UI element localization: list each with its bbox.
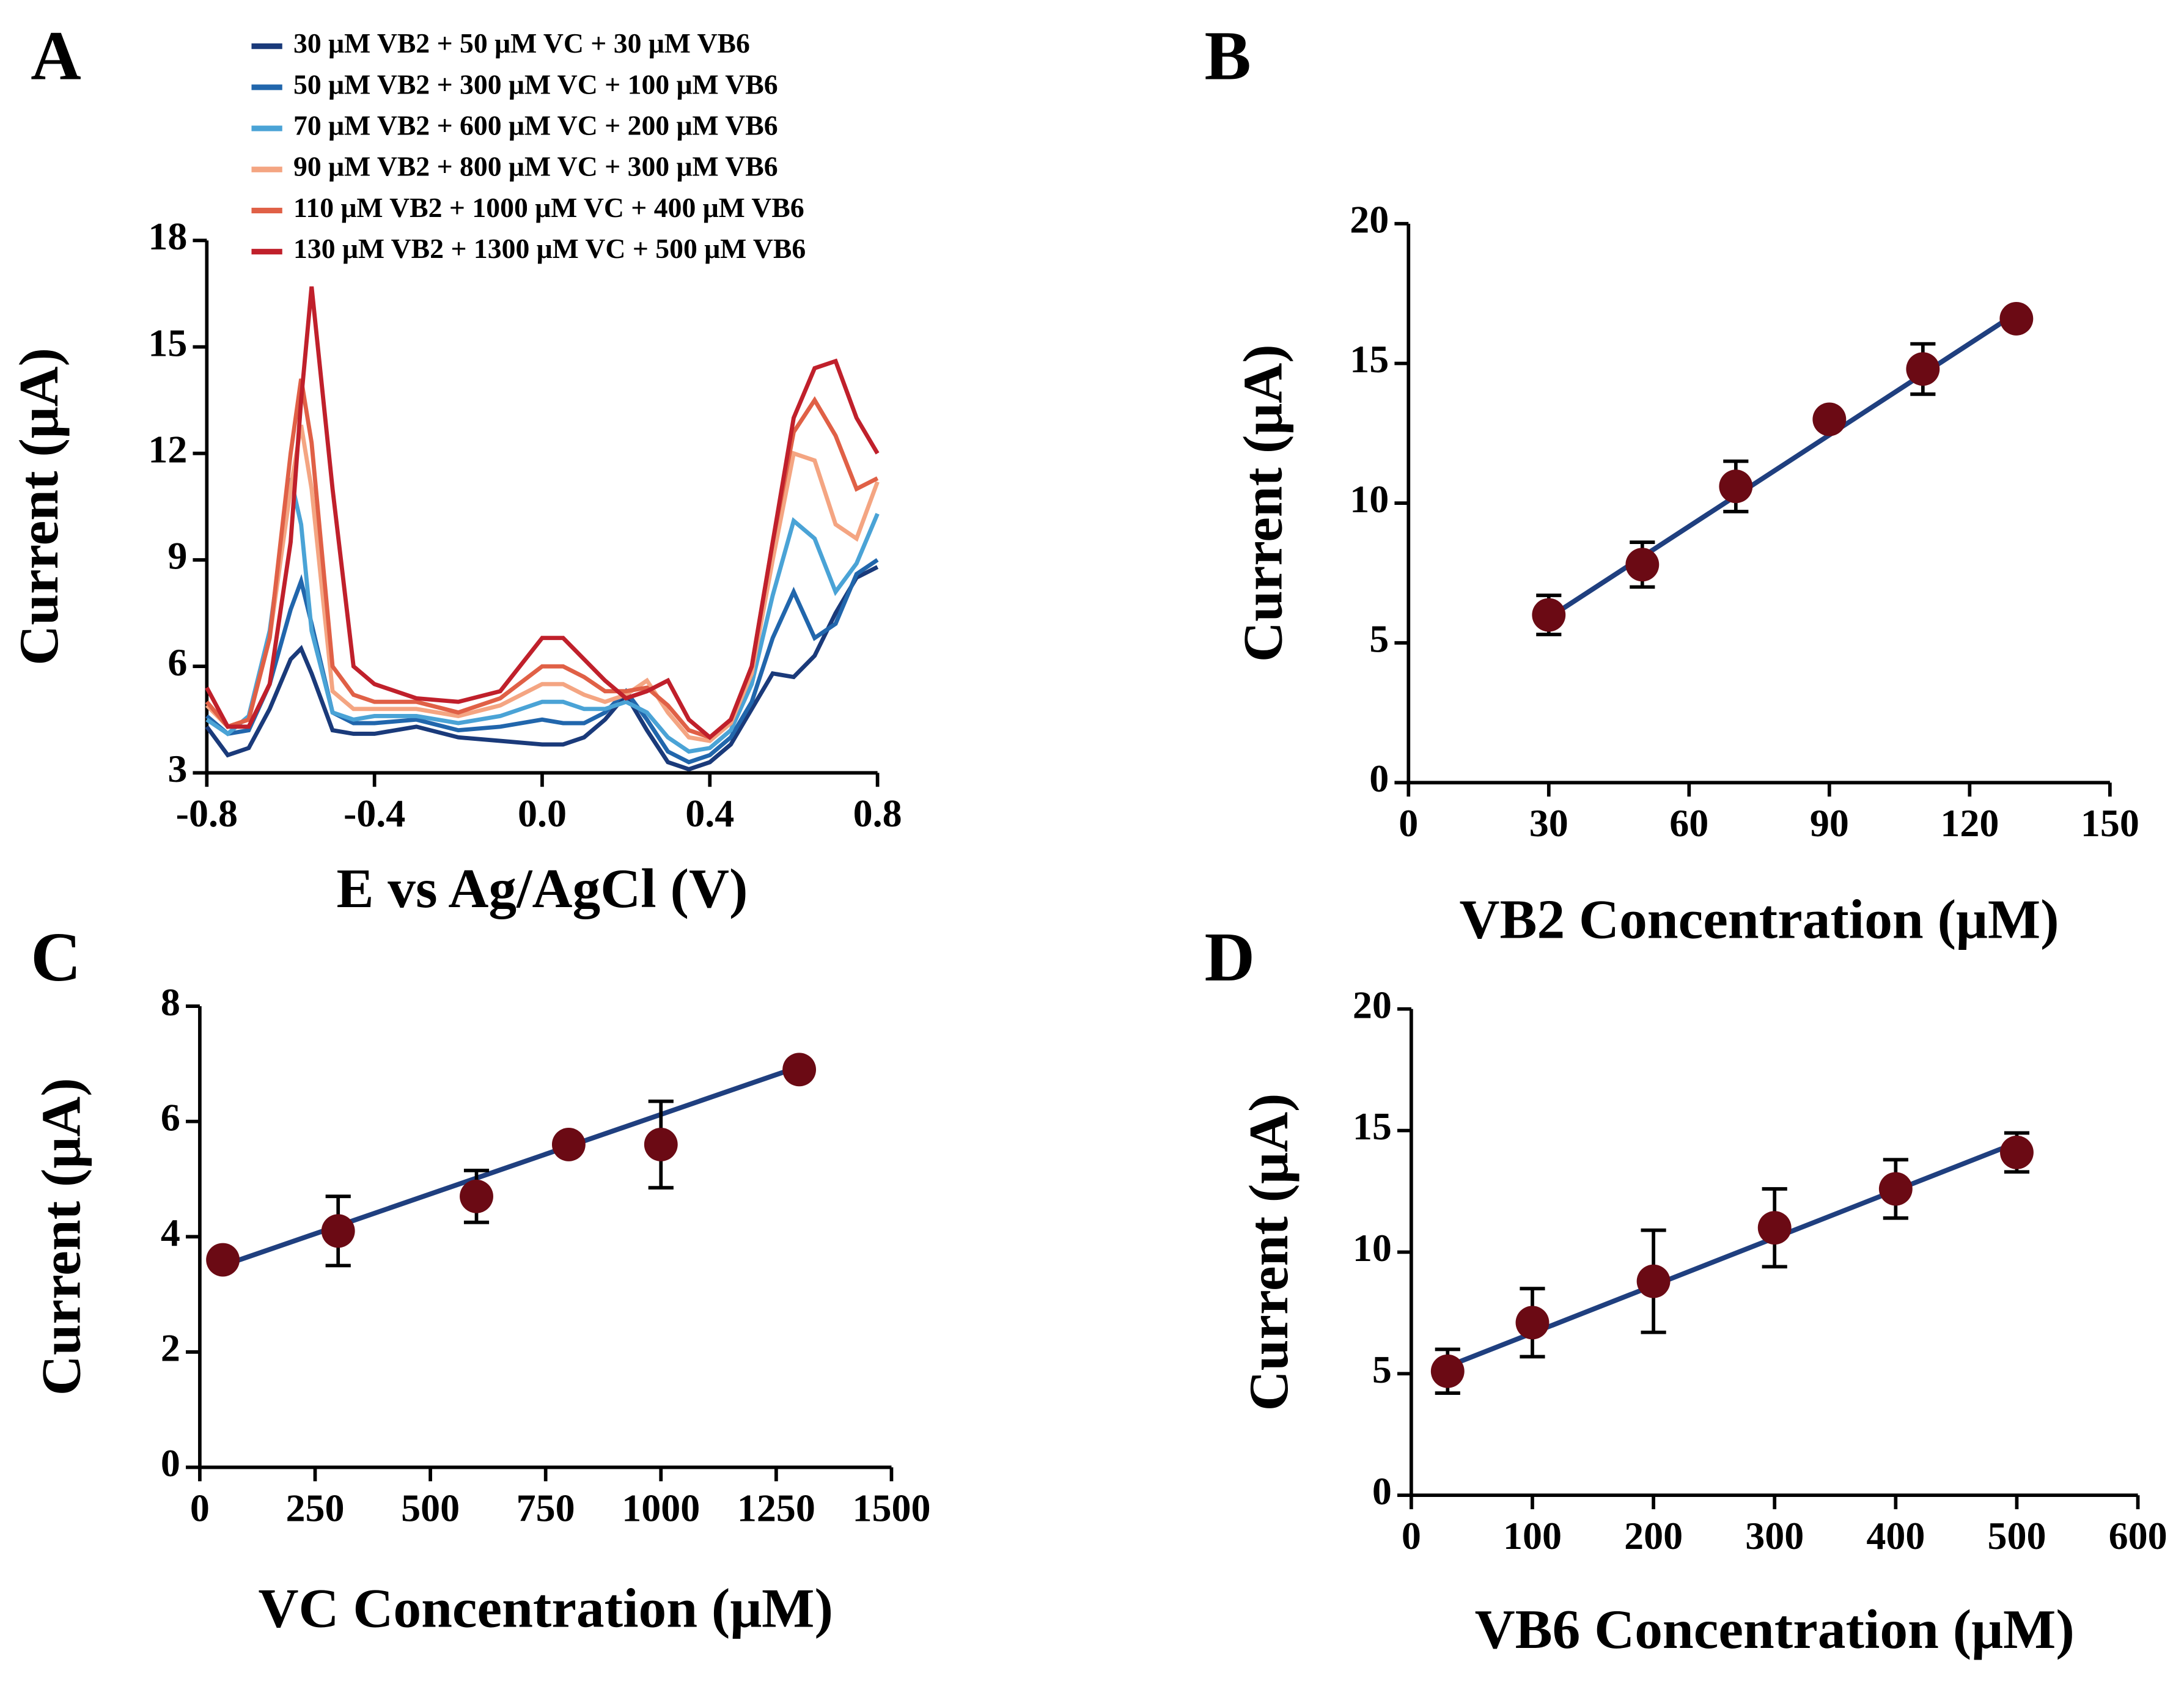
x-tick-label: 0.4 — [685, 792, 734, 835]
x-tick-label: 30 — [1529, 801, 1568, 845]
legend-label: 70 μM VB2 + 600 μM VC + 200 μM VB6 — [293, 110, 778, 141]
y-tick-label: 0 — [161, 1441, 180, 1485]
y-tick-label: 8 — [161, 980, 180, 1024]
x-tick-label: 400 — [1866, 1514, 1925, 1557]
x-tick-label: 500 — [1987, 1514, 2046, 1557]
y-tick-label: 5 — [1372, 1348, 1392, 1391]
point — [1532, 598, 1566, 632]
point — [551, 1127, 586, 1161]
x-axis-label: E vs Ag/AgCl (V) — [336, 858, 748, 919]
y-axis-label: Current (μA) — [31, 1078, 92, 1395]
x-axis-label: VB2 Concentration (μM) — [1459, 889, 2059, 950]
y-tick-label: 0 — [1372, 1469, 1392, 1513]
fit-line — [222, 1064, 800, 1268]
point — [644, 1127, 678, 1161]
y-tick-label: 15 — [1350, 337, 1389, 381]
x-tick-label: 1000 — [622, 1486, 700, 1529]
y-tick-label: 6 — [161, 1095, 180, 1139]
x-tick-label: 120 — [1940, 801, 1999, 845]
point — [782, 1053, 817, 1087]
panel-label: D — [1205, 918, 1256, 996]
y-tick-label: 15 — [148, 321, 187, 364]
x-tick-label: 0.0 — [518, 792, 567, 835]
fit-line — [1547, 311, 2018, 620]
y-tick-label: 2 — [161, 1326, 180, 1370]
y-tick-label: 5 — [1369, 617, 1389, 660]
y-axis-label: Current (μA) — [8, 348, 70, 666]
curve — [205, 565, 879, 772]
x-tick-label: 0.8 — [853, 792, 902, 835]
point — [460, 1179, 493, 1213]
y-tick-label: 20 — [1350, 198, 1389, 241]
point — [1636, 1264, 1671, 1298]
point — [1719, 469, 1753, 504]
curve — [205, 477, 880, 754]
y-tick-label: 4 — [161, 1211, 180, 1254]
x-tick-label: 100 — [1503, 1514, 1562, 1557]
panel-label: A — [31, 17, 81, 94]
x-tick-label: 250 — [285, 1486, 344, 1529]
point — [1430, 1354, 1465, 1388]
y-axis-label: Current (μA) — [1232, 344, 1294, 662]
point — [1999, 301, 2034, 336]
x-tick-label: 1250 — [737, 1486, 815, 1529]
panel-label: C — [31, 918, 81, 996]
x-tick-label: 0 — [1399, 801, 1418, 845]
point — [2000, 1135, 2034, 1169]
curve — [205, 286, 880, 740]
point — [1906, 352, 1940, 386]
point — [1515, 1306, 1550, 1340]
x-tick-label: 200 — [1624, 1514, 1683, 1557]
x-axis-label: VB6 Concentration (μM) — [1475, 1598, 2075, 1660]
legend-label: 50 μM VB2 + 300 μM VC + 100 μM VB6 — [293, 68, 778, 100]
legend-label: 30 μM VB2 + 50 μM VC + 30 μM VB6 — [293, 28, 750, 59]
legend-label: 90 μM VB2 + 800 μM VC + 300 μM VB6 — [293, 151, 778, 182]
y-tick-label: 3 — [167, 747, 187, 790]
legend-label: 130 μM VB2 + 1300 μM VC + 500 μM VB6 — [293, 233, 806, 264]
y-tick-label: 9 — [167, 534, 187, 578]
x-tick-label: 1500 — [852, 1486, 930, 1529]
point — [1812, 402, 1847, 436]
y-tick-label: 18 — [148, 215, 187, 258]
y-tick-label: 6 — [167, 641, 187, 684]
x-tick-label: 0 — [1402, 1514, 1421, 1557]
x-tick-label: 90 — [1810, 801, 1849, 845]
curve — [205, 558, 879, 765]
x-axis-label: VC Concentration (μM) — [258, 1577, 833, 1639]
x-tick-label: 60 — [1669, 801, 1708, 845]
x-tick-label: 0 — [190, 1486, 210, 1529]
y-axis-label: Current (μA) — [1238, 1094, 1300, 1411]
y-tick-label: 10 — [1350, 477, 1389, 521]
panel-label: B — [1205, 17, 1251, 94]
x-tick-label: 750 — [517, 1486, 575, 1529]
point — [206, 1243, 240, 1277]
point — [1625, 548, 1660, 582]
x-tick-label: -0.4 — [344, 792, 405, 835]
y-tick-label: 10 — [1353, 1226, 1392, 1270]
x-tick-label: 500 — [401, 1486, 460, 1529]
y-tick-label: 0 — [1369, 757, 1389, 800]
x-tick-label: -0.8 — [176, 792, 238, 835]
x-tick-label: 600 — [2109, 1514, 2167, 1557]
x-tick-label: 300 — [1745, 1514, 1804, 1557]
y-tick-label: 20 — [1353, 983, 1392, 1026]
point — [1757, 1211, 1792, 1245]
y-tick-label: 15 — [1353, 1105, 1392, 1148]
point — [321, 1214, 355, 1248]
legend-label: 110 μM VB2 + 1000 μM VC + 400 μM VB6 — [293, 192, 804, 223]
x-tick-label: 150 — [2081, 801, 2139, 845]
point — [1878, 1172, 1913, 1206]
y-tick-label: 12 — [148, 427, 187, 471]
